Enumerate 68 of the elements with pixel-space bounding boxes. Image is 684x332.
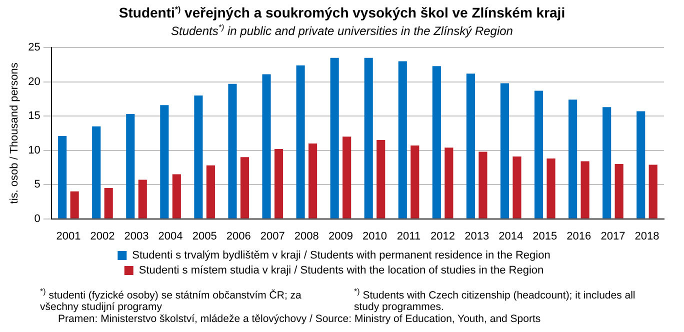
x-tick-label: 2013 bbox=[464, 230, 490, 242]
x-tick-label: 2005 bbox=[192, 230, 217, 242]
bar bbox=[330, 58, 339, 218]
x-tick-label: 2015 bbox=[532, 230, 558, 242]
x-tick-label: 2018 bbox=[634, 230, 660, 242]
bar bbox=[138, 179, 147, 218]
chart-subtitle: Students$^{*)}$ in public and private universities in the Zlínský Region bbox=[170, 22, 514, 38]
bar bbox=[614, 164, 624, 218]
x-tick-label: 2012 bbox=[430, 230, 456, 242]
bar bbox=[432, 66, 441, 218]
bar bbox=[58, 136, 67, 218]
bar bbox=[262, 74, 271, 218]
bar bbox=[500, 82, 510, 218]
bar bbox=[364, 58, 373, 218]
bar bbox=[546, 158, 556, 218]
text: $^{*)}$ Students with Czech citizenship (headcount); it includes all study programmes. bbox=[354, 286, 636, 314]
bar bbox=[376, 140, 386, 218]
bar bbox=[602, 106, 612, 218]
bar bbox=[228, 84, 237, 218]
bar bbox=[70, 191, 79, 218]
bar bbox=[410, 145, 420, 218]
bar bbox=[274, 148, 284, 218]
y-tick-label: 5 bbox=[34, 178, 40, 190]
bar bbox=[160, 104, 169, 218]
x-tick-label: 2004 bbox=[158, 230, 183, 242]
bar bbox=[580, 160, 590, 218]
bar bbox=[534, 90, 544, 218]
x-tick-label: 2001 bbox=[56, 230, 81, 242]
bar bbox=[466, 73, 475, 218]
bar bbox=[444, 147, 454, 218]
bar bbox=[194, 95, 203, 218]
legend-label: Studenti s trvalým bydlištěm v kraji / Students with permanent residence in the Region bbox=[132, 249, 550, 262]
x-tick-label: 2007 bbox=[260, 230, 285, 242]
y-tick-label: 20 bbox=[28, 76, 40, 88]
bar bbox=[92, 126, 101, 218]
y-tick-label: 0 bbox=[34, 212, 40, 224]
bar bbox=[636, 110, 646, 218]
bar bbox=[308, 143, 318, 218]
bar bbox=[206, 165, 215, 218]
text: $^{*)}$ studenti (fyzické osoby) se státním občanstvím ČR; za všechny studijní programy bbox=[40, 286, 302, 314]
x-tick-label: 2016 bbox=[566, 230, 592, 242]
bar bbox=[512, 156, 522, 218]
bar bbox=[398, 60, 407, 218]
x-tick-label: 2003 bbox=[124, 230, 149, 242]
text: Pramen: Ministerstvo školství, mládeže a tělovýchovy / Source: Ministry of Education, Youth, and Sports bbox=[57, 313, 542, 326]
bar bbox=[342, 136, 352, 218]
x-tick-label: 2014 bbox=[498, 230, 524, 242]
bar bbox=[296, 65, 305, 218]
legend-label: Studenti s místem studia v kraji / Students with the location of studies in the Region bbox=[138, 264, 544, 276]
bar bbox=[648, 164, 658, 218]
bar bbox=[478, 151, 488, 218]
bar bbox=[568, 99, 578, 218]
bar bbox=[172, 174, 181, 218]
bar bbox=[240, 156, 250, 218]
y-tick-label: 10 bbox=[28, 144, 40, 156]
y-tick-label: 25 bbox=[28, 41, 40, 54]
chart-title: Studenti$^{*)}$ veřejných a soukromých vysokých škol ve Zlínském kraji bbox=[118, 4, 566, 21]
x-tick-label: 2011 bbox=[396, 230, 421, 242]
x-tick-label: 2006 bbox=[226, 230, 251, 242]
x-tick-label: 2017 bbox=[600, 230, 626, 242]
x-tick-label: 2009 bbox=[328, 230, 353, 242]
bar bbox=[104, 188, 113, 218]
bar bbox=[126, 114, 135, 218]
x-tick-label: 2010 bbox=[362, 230, 387, 242]
y-tick-label: 15 bbox=[28, 110, 40, 122]
x-tick-label: 2002 bbox=[90, 230, 115, 242]
x-tick-label: 2008 bbox=[294, 230, 319, 242]
y-axis-title: tis. osob / Thousand persons bbox=[8, 62, 21, 204]
